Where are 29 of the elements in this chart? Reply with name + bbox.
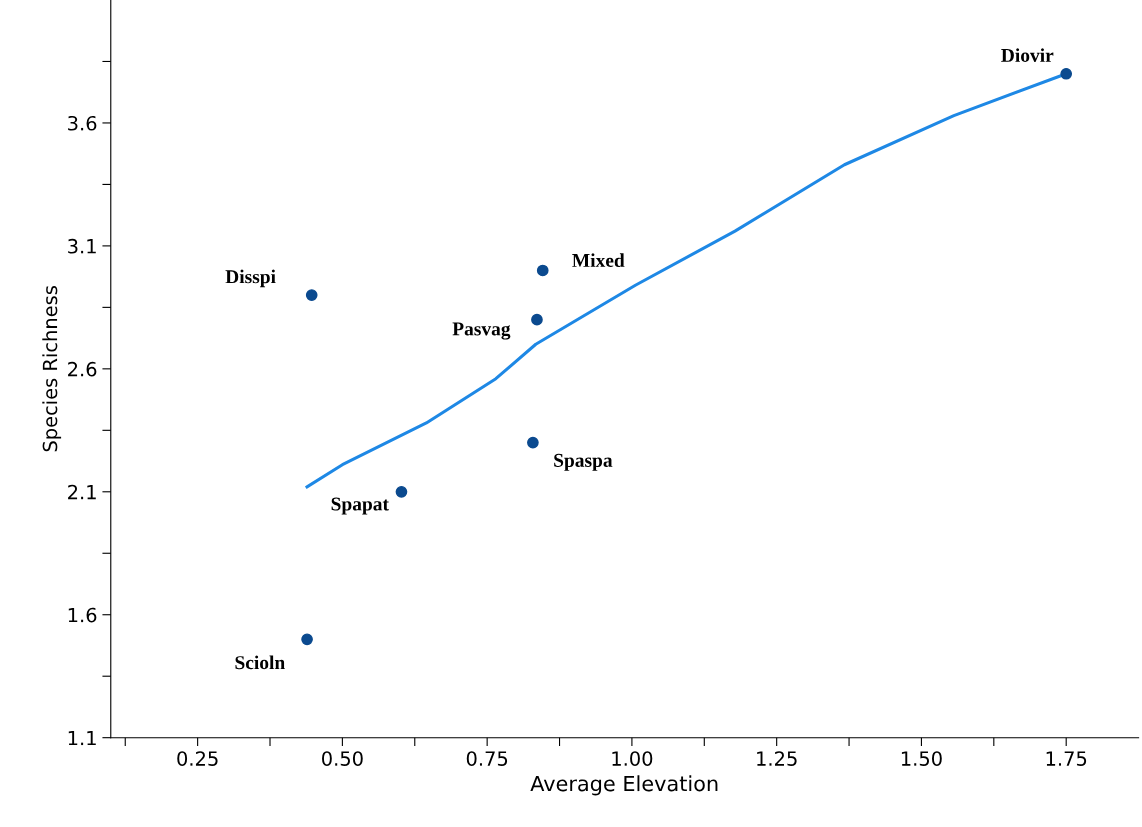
y-tick-label: 1.6 xyxy=(68,607,97,623)
x-tick-label: 0.75 xyxy=(466,751,508,766)
y-tick-label: 2.1 xyxy=(68,484,96,500)
annotation: Spapat xyxy=(331,497,389,515)
point xyxy=(1060,67,1073,80)
annotation: Diovir xyxy=(1001,48,1054,62)
annotation: Disspi xyxy=(225,269,276,288)
x-axis-title: Average Elevation xyxy=(530,775,718,796)
y-axis-title: Species Richness xyxy=(42,286,62,452)
annotation: Pasvag xyxy=(452,322,511,340)
y-tick-label: 3.1 xyxy=(68,238,96,254)
text: 0.50 xyxy=(322,751,363,766)
y-tick-label: 2.6 xyxy=(68,361,97,377)
point xyxy=(531,313,543,326)
y-tick-label: 3.6 xyxy=(68,115,97,131)
point xyxy=(536,264,549,277)
annotation: Mixed xyxy=(572,253,625,268)
y-tick-label: 1.1 xyxy=(68,730,96,746)
text: 1.00 xyxy=(612,751,653,766)
x-tick-label: 0.25 xyxy=(177,751,218,766)
annotation: Scioln xyxy=(235,655,285,670)
point xyxy=(527,436,539,449)
x-tick-label: 1.25 xyxy=(757,751,797,766)
point xyxy=(301,633,313,646)
point xyxy=(305,289,318,301)
point xyxy=(395,485,408,498)
x-tick-label: 1.75 xyxy=(1046,751,1087,766)
text: 1.50 xyxy=(901,751,942,766)
annotation: Spaspa xyxy=(554,453,613,471)
